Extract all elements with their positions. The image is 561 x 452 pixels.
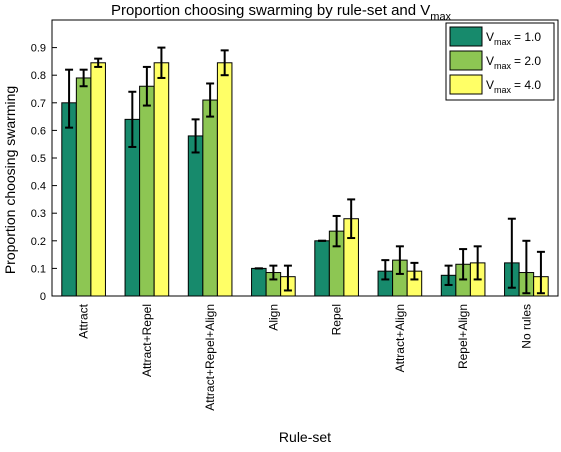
bars-layer [61, 62, 549, 297]
bar [314, 240, 330, 297]
x-tick-label: Attract+Repel+Align [203, 304, 217, 411]
x-tick-label: Attract [77, 303, 91, 338]
y-tick-label: 0.5 [31, 153, 46, 165]
y-tick-label: 0.3 [31, 208, 46, 220]
bar [153, 62, 170, 297]
plot-frame [51, 19, 559, 297]
y-tick-label: 0.2 [31, 236, 46, 248]
bar [216, 62, 233, 297]
x-tick-label: No rules [519, 304, 533, 349]
x-tick-label: Attract+Align [393, 304, 407, 372]
bar [251, 267, 267, 297]
legend-label-value: = 4.0 [514, 78, 541, 92]
bar [187, 135, 204, 297]
y-tick-label: 0.6 [31, 125, 46, 137]
bar [202, 99, 218, 297]
legend-label-value: = 1.0 [514, 30, 541, 44]
legend-label-main: V [486, 54, 494, 68]
legend-swatch [449, 74, 483, 95]
x-axis-ticks: Attract Attract+Repel Attract+Repel+Align A… [77, 303, 534, 410]
x-tick-label: Repel [330, 304, 344, 335]
legend-label-subscript: max [494, 85, 512, 95]
y-tick-label: 0.8 [31, 70, 46, 82]
y-tick-label: 0.1 [31, 263, 46, 275]
y-tick-label: 0.9 [31, 43, 46, 55]
legend-label-value: = 2.0 [514, 54, 541, 68]
legend-swatch [449, 26, 483, 47]
bar [139, 85, 155, 297]
error-bars-layer [65, 46, 545, 295]
legend-label-subscript: max [494, 61, 512, 71]
legend-swatch [449, 50, 483, 71]
bar [61, 102, 77, 297]
x-tick-label: Attract+Repel [140, 304, 154, 377]
legend-label: Vmax = 2.0 [486, 54, 541, 71]
legend-label: Vmax = 4.0 [486, 78, 541, 95]
legend-label-main: V [486, 30, 494, 44]
y-axis-label: Proportion choosing swarming [2, 86, 18, 274]
legend-label: Vmax = 1.0 [486, 30, 541, 47]
x-tick-label: Align [266, 304, 280, 331]
y-axis-label-group: Proportion choosing swarming [2, 86, 18, 274]
legend-label-main: V [486, 78, 494, 92]
y-tick-label: 0 [40, 291, 46, 303]
y-tick-label: 0.4 [31, 181, 46, 193]
x-tick-label: Repel+Align [456, 304, 470, 369]
bar [75, 77, 92, 297]
bar [90, 62, 106, 297]
x-axis-label: Rule-set [279, 429, 331, 445]
y-axis-ticks: 0 0.1 0.2 0.3 0.4 0.5 0.6 0.7 0.8 0.9 [31, 43, 57, 303]
y-tick-label: 0.7 [31, 98, 46, 110]
legend-label-subscript: max [494, 37, 512, 47]
